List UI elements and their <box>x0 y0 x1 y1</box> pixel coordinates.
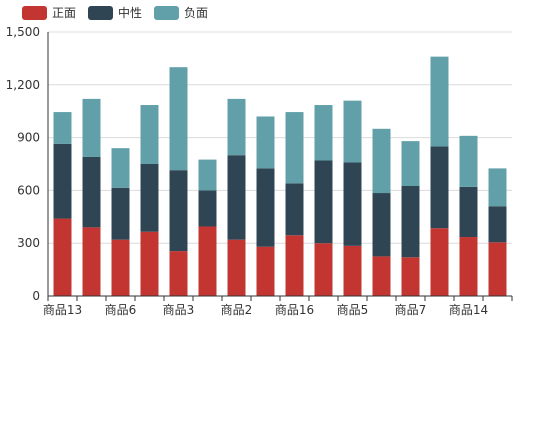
bar-positive[interactable] <box>111 239 130 296</box>
legend-item-negative[interactable]: 负面 <box>154 4 208 21</box>
bar-neutral[interactable] <box>401 186 420 258</box>
bar-positive[interactable] <box>401 257 420 296</box>
bar-negative[interactable] <box>169 67 188 171</box>
y-tick-label: 900 <box>17 131 40 145</box>
bar-neutral[interactable] <box>169 170 188 252</box>
y-tick-label: 300 <box>17 236 40 250</box>
bar-neutral[interactable] <box>372 193 391 257</box>
bar-negative[interactable] <box>343 100 362 163</box>
bar-positive[interactable] <box>430 228 449 296</box>
bar-neutral[interactable] <box>227 155 246 240</box>
bar-positive[interactable] <box>459 237 478 296</box>
bar-neutral[interactable] <box>430 146 449 229</box>
bar-positive[interactable] <box>343 245 362 296</box>
bar-negative[interactable] <box>82 98 101 157</box>
bar-positive[interactable] <box>53 218 72 296</box>
bar-positive[interactable] <box>256 246 275 296</box>
bar-positive[interactable] <box>169 251 188 296</box>
bar-positive[interactable] <box>82 227 101 296</box>
x-tick-label: 商品6 <box>105 302 137 317</box>
bar-negative[interactable] <box>227 98 246 156</box>
bar-positive[interactable] <box>488 242 507 296</box>
bar-negative[interactable] <box>285 112 304 184</box>
bar-negative[interactable] <box>198 159 217 191</box>
bar-negative[interactable] <box>459 135 478 187</box>
y-tick-label: 600 <box>17 183 40 197</box>
bar-neutral[interactable] <box>82 156 101 228</box>
bar-neutral[interactable] <box>53 143 72 219</box>
bar-neutral[interactable] <box>111 187 130 240</box>
bar-positive[interactable] <box>140 231 159 296</box>
legend-item-neutral[interactable]: 中性 <box>88 4 142 21</box>
legend-item-positive[interactable]: 正面 <box>22 4 76 21</box>
bar-negative[interactable] <box>256 116 275 169</box>
bar-positive[interactable] <box>285 235 304 296</box>
bar-neutral[interactable] <box>343 162 362 246</box>
bar-negative[interactable] <box>401 141 420 186</box>
bar-neutral[interactable] <box>488 206 507 243</box>
legend-swatch-positive <box>22 5 47 20</box>
y-tick-label: 1,200 <box>6 78 40 92</box>
bar-negative[interactable] <box>372 128 391 194</box>
bar-negative[interactable] <box>53 112 72 144</box>
y-tick-label: 1,500 <box>6 25 40 39</box>
legend-label-neutral: 中性 <box>118 6 143 20</box>
bar-positive[interactable] <box>372 256 391 296</box>
legend-label-positive: 正面 <box>52 6 77 20</box>
bar-neutral[interactable] <box>314 160 333 244</box>
bar-negative[interactable] <box>314 105 333 161</box>
bar-neutral[interactable] <box>256 168 275 247</box>
x-tick-label: 商品5 <box>337 302 369 317</box>
x-tick-label: 商品2 <box>221 302 253 317</box>
bar-positive[interactable] <box>314 243 333 296</box>
legend-swatch-neutral <box>88 5 114 20</box>
bar-negative[interactable] <box>488 168 507 207</box>
bar-positive[interactable] <box>198 226 217 296</box>
y-tick-label: 0 <box>32 289 40 303</box>
bar-positive[interactable] <box>227 239 246 296</box>
bar-negative[interactable] <box>430 56 449 147</box>
bar-neutral[interactable] <box>285 183 304 236</box>
legend-label-negative: 负面 <box>184 6 209 20</box>
x-tick-label: 商品14 <box>449 302 488 317</box>
bar-neutral[interactable] <box>459 186 478 238</box>
x-tick-label: 商品7 <box>395 302 427 317</box>
x-tick-label: 商品13 <box>43 302 82 317</box>
bar-neutral[interactable] <box>198 190 217 227</box>
legend-swatch-negative <box>154 5 180 20</box>
x-tick-label: 商品3 <box>163 302 195 317</box>
bar-negative[interactable] <box>111 148 130 188</box>
x-tick-label: 商品16 <box>275 302 314 317</box>
legend: 正面 中性 负面 <box>22 4 208 21</box>
bar-negative[interactable] <box>140 105 159 164</box>
bar-neutral[interactable] <box>140 164 159 232</box>
